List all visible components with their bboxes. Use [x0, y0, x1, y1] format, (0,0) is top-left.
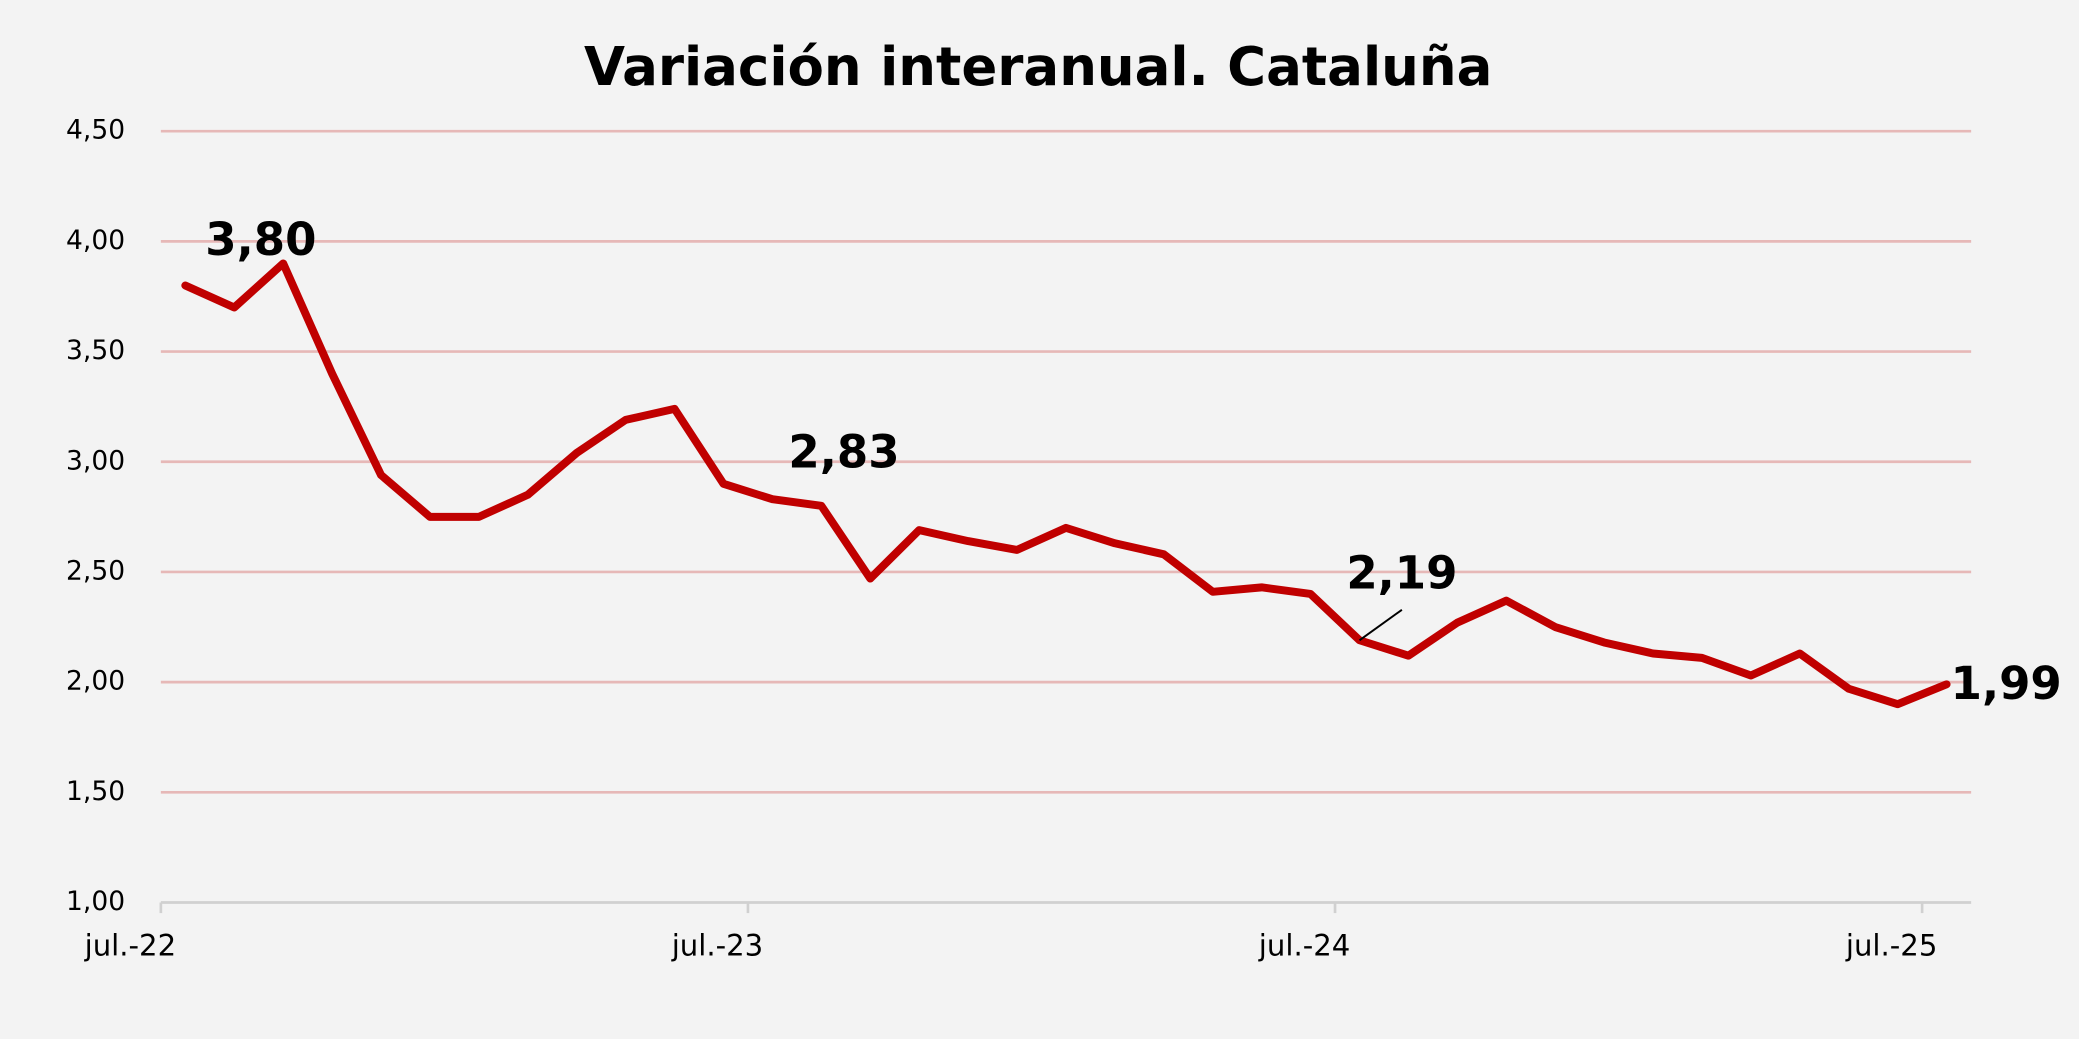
x-tick-label: jul.-23: [671, 929, 764, 963]
y-tick-label: 3,50: [66, 335, 125, 366]
data-label: 1,99: [1951, 657, 2062, 710]
leader-line: [1358, 608, 1403, 642]
x-tick-label: jul.-25: [1845, 929, 1938, 963]
y-tick-label: 2,50: [66, 555, 125, 586]
y-tick-label: 1,00: [66, 886, 125, 917]
y-tick-label: 4,50: [66, 115, 125, 146]
data-label: 2,83: [788, 425, 899, 478]
y-tick-label: 4,00: [66, 225, 125, 256]
data-label: 3,80: [205, 213, 316, 266]
data-label: 2,19: [1346, 547, 1457, 600]
y-tick-label: 2,00: [66, 666, 125, 697]
x-tick-label: jul.-22: [84, 929, 177, 963]
y-tick-label: 3,00: [66, 445, 125, 476]
x-tick-label: jul.-24: [1258, 929, 1351, 963]
chart-title: Variación interanual. Cataluña: [584, 36, 1492, 98]
line-series: [181, 259, 1951, 709]
y-tick-label: 1,50: [66, 776, 125, 807]
